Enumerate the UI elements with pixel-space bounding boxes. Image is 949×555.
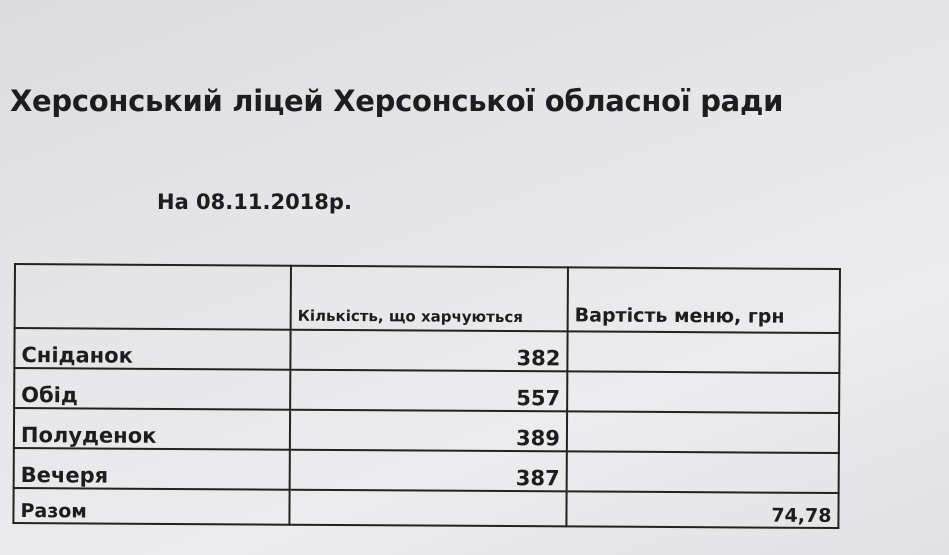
count-cell: 389 [289, 409, 568, 452]
table-row: Полуденок 389 [13, 408, 840, 454]
total-label: Разом [13, 488, 290, 525]
header-cell-empty [14, 264, 291, 330]
header-cell-cost: Вартість меню, грн [567, 267, 840, 334]
cost-cell [567, 331, 840, 374]
meal-cell: Обід [14, 368, 291, 410]
table-row: Сніданок 382 [14, 328, 840, 374]
meal-cell: Вечеря [13, 448, 290, 490]
document-title: Херсонський ліцей Херсонської обласної р… [10, 84, 784, 118]
cost-cell [566, 451, 839, 494]
meal-cell: Сніданок [14, 328, 291, 370]
count-cell: 382 [290, 329, 568, 372]
table-row: Обід 557 [14, 368, 840, 414]
total-row: Разом 74,78 [13, 488, 839, 529]
table-row: Вечеря 387 [13, 448, 839, 494]
table-header-row: Кількість, що харчуються Вартість меню, … [14, 264, 840, 334]
total-count [289, 489, 567, 527]
header-cell-count: Кількість, що харчуються [290, 265, 568, 332]
date-line: На 08.11.2018р. [157, 190, 352, 214]
meal-cell: Полуденок [13, 408, 291, 450]
count-cell: 557 [290, 369, 568, 412]
cost-cell [567, 371, 840, 414]
cost-cell [566, 411, 840, 454]
total-cost: 74,78 [566, 491, 839, 529]
meals-table: Кількість, що харчуються Вартість меню, … [12, 263, 841, 529]
count-cell: 387 [289, 449, 567, 492]
